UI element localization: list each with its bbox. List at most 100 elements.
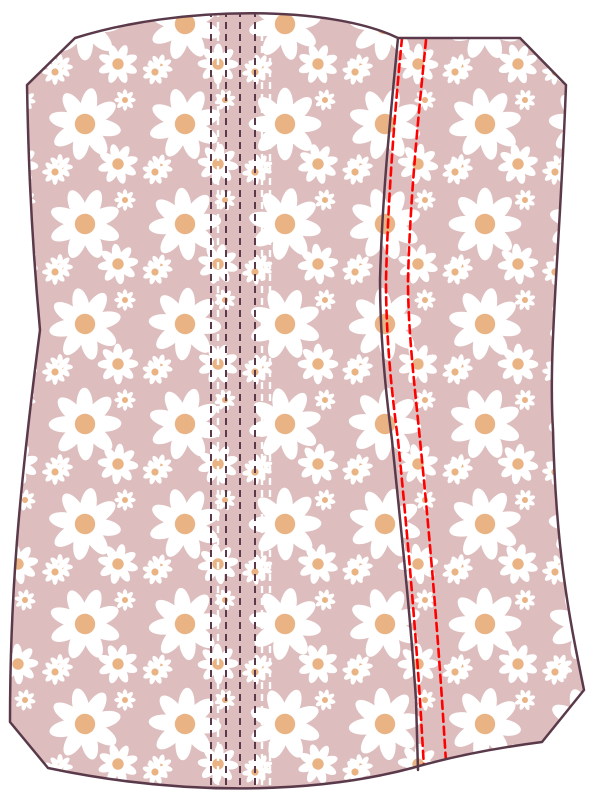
daisy-flower [414,289,436,311]
daisy-flower [114,289,136,311]
daisy-flower [148,287,222,361]
daisy-flower [48,387,122,461]
daisy-flower [547,754,573,780]
daisy-flower [298,544,338,584]
daisy-flower [342,659,368,685]
daisy-flower [314,89,336,111]
daisy-flower [448,187,522,261]
daisy-flower [511,786,540,807]
daisy-flower [342,59,368,85]
daisy-flower [378,787,395,789]
daisy-flower [97,343,139,385]
daisy-flower [248,487,322,561]
daisy-flower [497,443,539,485]
daisy-flower [498,44,538,84]
daisy-flower [312,0,338,13]
daisy-flower [497,243,539,285]
daisy-flower [148,587,222,661]
daisy-flower [248,87,322,161]
daisy-flower [314,389,336,411]
daisy-flower [442,359,468,385]
daisy-flower [297,243,339,285]
daisy-flower [442,59,468,85]
daisy-flower [249,188,321,260]
daisy-flower [342,459,368,485]
highlight-stitch-inner [384,36,426,770]
daisy-flower [142,659,168,685]
daisy-flower [49,488,121,560]
daisy-flower [414,589,436,611]
daisy-flower [114,189,136,211]
daisy-flower [142,159,168,185]
daisy-flower [250,289,320,359]
daisy-flower [214,189,236,211]
daisy-flower [142,259,168,285]
daisy-flower [42,359,68,385]
daisy-flower [49,688,121,760]
daisy-flower [42,59,68,85]
daisy-flower [49,88,121,160]
daisy-flower [410,785,440,807]
daisy-flower [214,689,236,711]
daisy-flower [414,189,436,211]
daisy-flower [42,159,68,185]
daisy-flower [298,644,338,684]
daisy-flower [114,0,135,11]
daisy-flower [242,659,268,685]
daisy-flower [98,44,138,84]
daisy-flower [50,589,120,659]
daisy-flower [542,659,568,685]
daisy-flower [14,589,36,611]
daisy-flower [438,777,532,807]
daisy-flower [13,788,38,807]
daisy-flower [298,744,338,784]
daisy-flower [114,89,136,111]
daisy-flower [449,488,521,560]
highlight-stitch-outer [406,38,448,764]
daisy-flower [410,0,440,15]
daisy-flower [42,259,68,285]
daisy-flower [49,288,121,360]
daisy-flower [314,689,336,711]
daisy-flower [98,544,138,584]
daisy-flower [442,559,468,585]
daisy-flower [42,459,68,485]
side-seam-line [378,36,420,772]
daisy-flower [142,59,168,85]
daisy-flower [298,44,338,84]
daisy-flower [448,587,522,661]
daisy-flower [449,88,521,160]
daisy-flower [398,244,438,284]
daisy-flower [397,43,439,85]
daisy-flower [198,244,238,284]
daisy-flower [148,687,222,761]
daisy-flower [98,644,138,684]
daisy-flower [214,389,236,411]
daisy-flower [98,744,138,784]
daisy-flower [342,259,368,285]
daisy-flower [148,187,222,261]
daisy-flower [242,159,268,185]
daisy-flower [114,789,135,807]
daisy-flower [342,559,368,585]
daisy-flower [514,89,536,111]
daisy-flower [50,189,120,259]
daisy-flower [114,389,136,411]
daisy-flower [514,289,536,311]
daisy-flower [242,359,268,385]
daisy-flower [150,489,220,559]
daisy-flower [498,144,538,184]
daisy-flower [397,543,439,585]
daisy-flower [142,559,168,585]
daisy-flower [42,659,68,685]
daisy-flower [14,289,36,311]
daisy-flower [498,644,538,684]
daisy-flower [350,589,420,659]
daisy-flower [197,743,239,785]
daisy-flower [348,687,422,761]
daisy-flower [342,159,368,185]
daisy-flower [449,288,521,360]
